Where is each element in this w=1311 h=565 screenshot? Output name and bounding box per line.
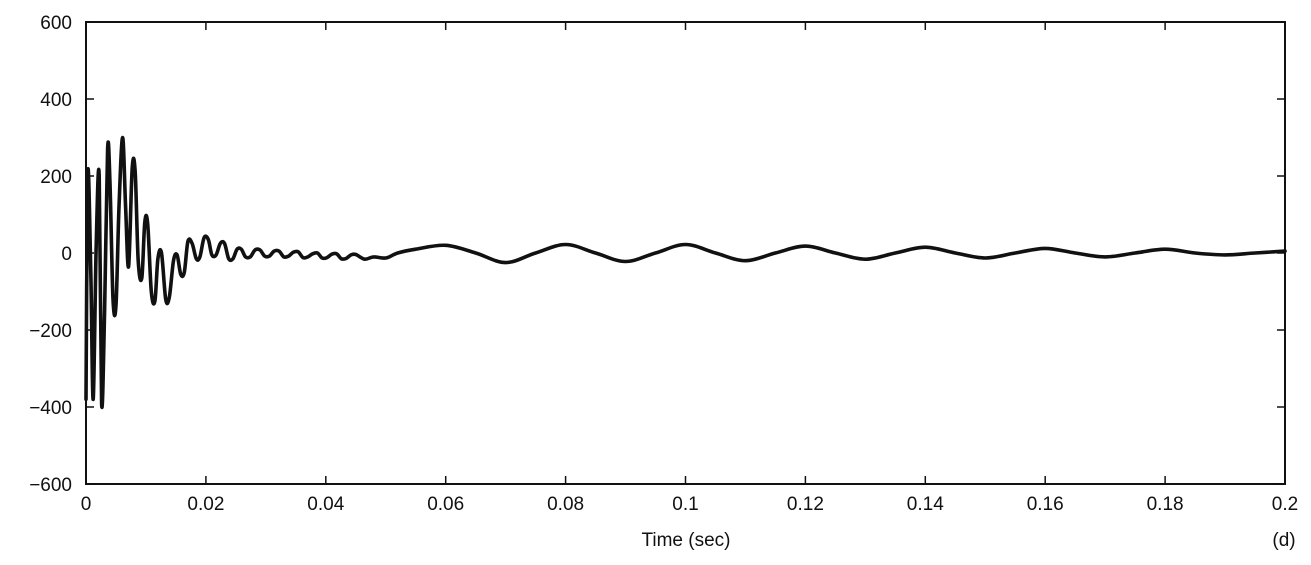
y-tick-label: −600 [29, 475, 72, 496]
x-axis-title: Time (sec) [641, 530, 730, 551]
y-tick-label: −200 [29, 321, 72, 342]
y-tick-label: 200 [40, 167, 72, 188]
x-tick-label: 0.16 [1027, 494, 1064, 515]
x-tick-label: 0.14 [907, 494, 944, 515]
y-tick-label: −400 [29, 398, 72, 419]
series-line [84, 135, 1287, 409]
x-tick-label: 0.04 [307, 494, 344, 515]
plot-frame [85, 21, 1286, 485]
x-tick-label: 0.02 [187, 494, 224, 515]
x-tick-label: 0.12 [787, 494, 824, 515]
x-tick-label: 0.1 [672, 494, 698, 515]
x-tick-label: 0.08 [547, 494, 584, 515]
series-layer [84, 135, 1287, 409]
x-tick-label: 0.06 [427, 494, 464, 515]
x-tick-label: 0.2 [1272, 494, 1298, 515]
y-tick-label: 0 [61, 244, 72, 265]
panel-label: (d) [1272, 530, 1295, 551]
y-tick-label: 600 [40, 13, 72, 34]
x-axis-ticks: 0 0.02 0.04 0.06 0.08 0.1 0.12 0.14 0.16 0.18 0.2 [81, 22, 1298, 515]
x-tick-label: 0.18 [1147, 494, 1184, 515]
y-tick-label: 400 [40, 90, 72, 111]
x-tick-label: 0 [81, 494, 92, 515]
